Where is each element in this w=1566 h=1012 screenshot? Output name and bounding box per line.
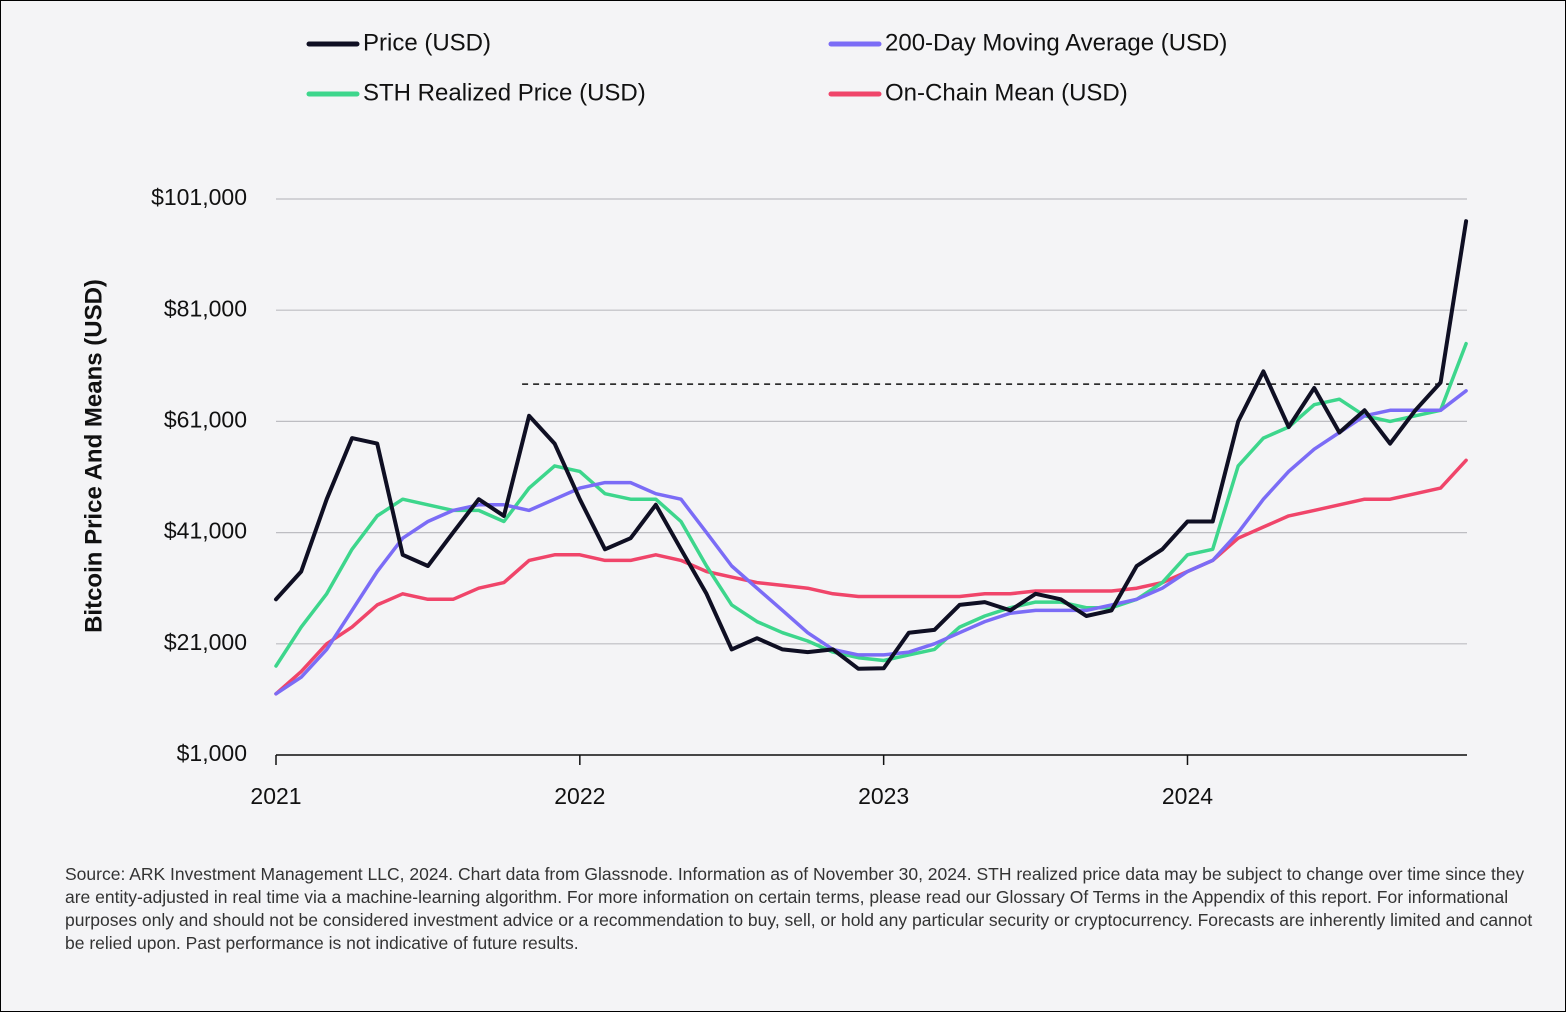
x-tick-label: 2024 [1162,783,1213,809]
y-tick-label: $101,000 [151,184,247,210]
legend-label: 200-Day Moving Average (USD) [885,29,1227,56]
chart: Bitcoin Price And Means (USD) $1,000 $21,… [80,29,1469,809]
y-axis-label: Bitcoin Price And Means (USD) [80,279,107,633]
y-tick-label: $81,000 [164,295,247,321]
legend-label: On-Chain Mean (USD) [885,79,1128,106]
y-tick-label: $1,000 [177,740,247,766]
series-line [274,458,1468,696]
series-line [274,389,1468,696]
y-tick-label: $61,000 [164,406,247,432]
footnote: Source: ARK Investment Management LLC, 2… [65,864,1533,953]
legend-label: STH Realized Price (USD) [363,79,646,106]
legend-label: Price (USD) [363,29,491,56]
x-tick-label: 2023 [858,783,909,809]
x-tick-label: 2022 [554,783,605,809]
x-tick-label: 2021 [250,783,301,809]
y-tick-label: $41,000 [164,518,247,544]
series-line [274,219,1469,671]
y-tick-label: $21,000 [164,629,247,655]
series-line [274,341,1468,668]
